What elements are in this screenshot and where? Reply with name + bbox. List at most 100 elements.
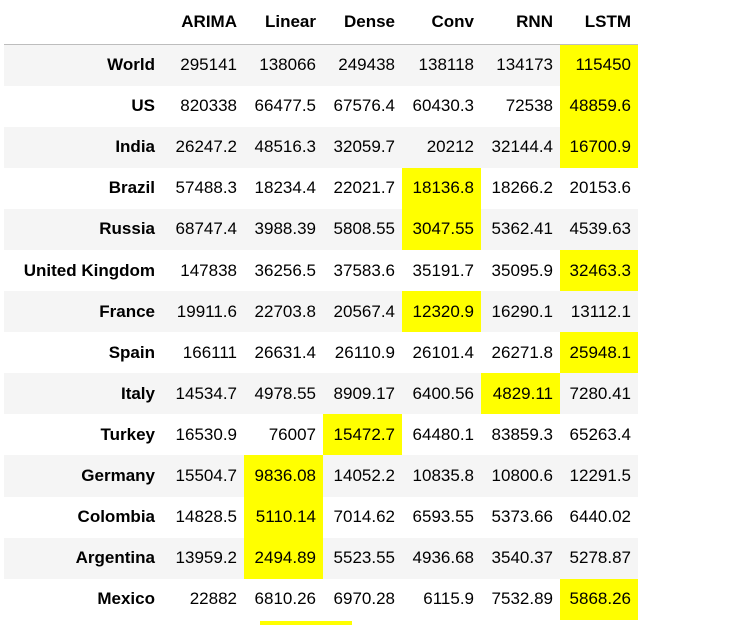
table-cell: 22703.8: [254, 301, 316, 321]
column-header-index: [4, 0, 162, 45]
row-label: Spain: [108, 342, 155, 362]
table-cell: 22882: [189, 589, 237, 609]
table-cell: 48516.3: [254, 137, 316, 157]
table-cell: 3540.37: [491, 548, 553, 568]
table-cell: 20212: [426, 137, 474, 157]
table-cell: 5362.41: [491, 219, 553, 239]
table-cell: 26247.2: [175, 137, 237, 157]
column-header-lstm: LSTM: [560, 0, 638, 45]
highlight-overflow: [260, 621, 352, 625]
table-cell: 166111: [182, 342, 237, 362]
table-cell: 66477.5: [254, 96, 316, 116]
table-cell: 138118: [418, 55, 474, 75]
column-header-arima: ARIMA: [162, 0, 244, 45]
row-label: Italy: [120, 383, 155, 403]
table-cell: 64480.1: [412, 424, 474, 444]
results-table: ARIMA Linear Dense Conv RNN LSTM World 29…: [4, 0, 638, 620]
table-cell: 4978.55: [254, 383, 316, 403]
table-row: Italy 14534.7 4978.55 8909.17 6400.56 4829.11…: [4, 373, 638, 415]
table-cell: 37583.6: [333, 260, 395, 280]
table-cell: 16700.9: [560, 126, 638, 168]
table-cell: 60430.3: [412, 96, 474, 116]
table-cell: 10800.6: [491, 465, 553, 485]
table-row: Argentina 13959.2 2494.89 5523.55 4936.68 354…: [4, 537, 638, 579]
table-cell: 13112.1: [570, 301, 631, 321]
table-cell: 8909.17: [333, 383, 395, 403]
row-label: Colombia: [77, 507, 155, 527]
table-cell: 6970.28: [333, 589, 395, 609]
table-cell: 5373.66: [491, 507, 553, 527]
table-cell: 16290.1: [491, 301, 553, 321]
table-cell: 72538: [505, 96, 553, 116]
table-cell: 36256.5: [254, 260, 316, 280]
table-cell: 5523.55: [333, 548, 395, 568]
table-cell: 26271.8: [491, 342, 553, 362]
table-cell: 249438: [338, 55, 395, 75]
table-cell: 9836.08: [244, 455, 323, 497]
table-cell: 4829.11: [481, 373, 560, 415]
table-cell: 4936.68: [412, 548, 474, 568]
table-cell: 26101.4: [412, 342, 474, 362]
table-cell: 14052.2: [333, 465, 395, 485]
table-row: Mexico 22882 6810.26 6970.28 6115.9 7532.89 58…: [4, 578, 638, 620]
row-label: Argentina: [75, 548, 155, 568]
table-cell: 5278.87: [569, 548, 631, 568]
table-cell: 14828.5: [175, 507, 237, 527]
table-cell: 820338: [180, 96, 237, 116]
table-cell: 6810.26: [254, 589, 316, 609]
table-cell: 7532.89: [491, 589, 553, 609]
table-cell: 22021.7: [333, 178, 395, 198]
table-cell: 147838: [180, 260, 237, 280]
table-cell: 18136.8: [402, 167, 481, 209]
table-body: World 295141 138066 249438 138118 134173 11545…: [4, 44, 638, 620]
table-row: US 820338 66477.5 67576.4 60430.3 72538 48859.…: [4, 85, 638, 127]
table-cell: 3988.39: [254, 219, 316, 239]
row-label: Germany: [81, 465, 155, 485]
table-cell: 35191.7: [412, 260, 474, 280]
table-cell: 10835.8: [412, 465, 474, 485]
table-row: Colombia 14828.5 5110.14 7014.62 6593.55 5373…: [4, 496, 638, 538]
row-label: US: [131, 96, 155, 116]
table-cell: 32463.3: [560, 249, 638, 292]
header-row: ARIMA Linear Dense Conv RNN LSTM: [4, 0, 638, 45]
table-cell: 20153.6: [569, 178, 631, 198]
table-cell: 5110.14: [244, 496, 323, 538]
table-cell: 16530.9: [175, 424, 237, 444]
table-row: Turkey 16530.9 76007 15472.7 64480.1 83859.3 6…: [4, 414, 638, 456]
table-cell: 6115.9: [423, 589, 474, 609]
row-label: Mexico: [97, 589, 155, 609]
row-label: India: [115, 137, 155, 157]
table-row: India 26247.2 48516.3 32059.7 20212 32144.4 16…: [4, 126, 638, 168]
table-cell: 3047.55: [402, 208, 481, 250]
table-cell: 32059.7: [333, 137, 395, 157]
table-cell: 26631.4: [254, 342, 316, 362]
table-cell: 65263.4: [569, 424, 631, 444]
table-row: Brazil 57488.3 18234.4 22021.7 18136.8 18266.…: [4, 167, 638, 209]
row-label: United Kingdom: [23, 260, 155, 280]
table-cell: 25948.1: [560, 332, 638, 374]
table-row: France 19911.6 22703.8 20567.4 12320.9 16290.…: [4, 291, 638, 333]
table-cell: 57488.3: [175, 178, 237, 198]
table-cell: 5808.55: [333, 219, 395, 239]
table-cell: 26110.9: [334, 342, 395, 362]
table-cell: 76007: [268, 424, 316, 444]
table-cell: 15504.7: [175, 465, 237, 485]
row-label: World: [107, 55, 155, 75]
table-row: United Kingdom 147838 36256.5 37583.6 35191.…: [4, 249, 638, 292]
table-cell: 7280.41: [569, 383, 631, 403]
table-row: Spain 166111 26631.4 26110.9 26101.4 26271.8 2…: [4, 332, 638, 374]
table-cell: 68747.4: [175, 219, 237, 239]
table-cell: 115450: [560, 44, 638, 86]
row-label: Turkey: [100, 424, 156, 444]
table-cell: 6593.55: [412, 507, 474, 527]
table-cell: 20567.4: [333, 301, 395, 321]
table-cell: 48859.6: [560, 85, 638, 127]
table-cell: 295141: [180, 55, 237, 75]
table-cell: 19911.6: [176, 301, 237, 321]
table-cell: 18266.2: [491, 178, 553, 198]
column-header-linear: Linear: [244, 0, 323, 45]
table-cell: 2494.89: [244, 537, 323, 579]
table-cell: 32144.4: [491, 137, 553, 157]
table-cell: 5868.26: [560, 578, 638, 620]
table-cell: 6440.02: [569, 507, 631, 527]
